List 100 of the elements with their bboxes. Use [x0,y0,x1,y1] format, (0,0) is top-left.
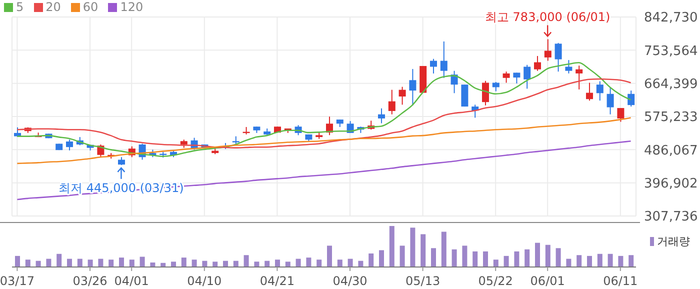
bar [119,258,124,267]
bar [275,260,280,267]
candlestick [628,90,635,108]
bar [98,258,104,267]
bar [576,255,582,267]
bar [129,260,134,267]
bar [15,256,20,267]
x-tick-label: 03/26 [72,274,108,288]
candlestick [576,65,583,90]
y-tick-label: 575,233 [644,110,698,126]
bar [285,262,290,267]
bar [88,260,93,267]
candlestick [554,42,562,72]
candlestick [482,80,489,106]
bar [212,262,218,267]
bar [462,246,468,267]
legend-label: 120 [120,0,144,14]
candlestick [378,108,385,124]
bar [431,248,436,267]
bar [254,262,260,267]
bar [306,258,312,267]
bar [77,258,82,267]
bar [25,260,30,267]
bar [348,258,353,267]
x-tick-label: 04/01 [114,274,149,288]
bar [316,260,322,267]
x-tick-label: 06/11 [603,274,638,288]
candlestick [502,71,510,84]
x-tick-label: 04/21 [260,274,294,288]
legend-label: 60 [82,0,98,14]
bar [192,260,197,267]
candlestick [461,84,468,108]
candlestick [544,38,552,62]
bar [181,258,186,267]
bar [400,246,405,267]
bar [556,248,561,267]
candlestick [606,87,614,115]
bar [46,258,52,267]
bar [493,260,498,267]
candlestick [440,40,448,78]
candlestick [586,82,593,102]
bar [597,254,602,267]
candlestick [534,55,541,72]
y-tick-label: 396,902 [644,176,698,192]
x-tick-label: 03/17 [0,274,34,288]
y-tick-label: 307,736 [644,210,698,225]
bar [608,254,613,267]
y-tick-label: 842,730 [644,10,698,26]
bar [441,232,446,267]
x-tick-label: 04/10 [187,274,222,288]
legend-label: 20 [46,0,61,14]
candlestick [524,64,531,90]
candlestick [617,108,624,122]
line-series [16,140,632,200]
x-tick-label: 04/30 [332,274,368,288]
bar [472,251,478,267]
bar [452,249,457,267]
bar [545,244,550,267]
candlestick [388,89,396,115]
bar [327,246,332,267]
bar [628,255,634,267]
legend-label: 5 [16,0,24,14]
bar [296,258,301,267]
bar [535,242,540,267]
bar [67,258,72,267]
bar [56,254,62,267]
legend-label: 거래량 [657,234,690,249]
candlestick [565,60,572,74]
bar [379,250,384,267]
x-tick-label: 05/13 [406,274,440,288]
line-series [16,117,632,164]
bar [389,226,394,267]
bar [524,249,530,267]
bar [514,251,520,267]
line-series [16,78,632,148]
candlestick [492,81,500,92]
bar [410,228,416,267]
bar [140,256,145,267]
bar [483,251,488,267]
y-tick-label: 753,564 [644,44,698,59]
bar [337,260,342,267]
candlestick [513,72,520,84]
annotation: 최고 783,000 (06/01) [485,10,610,24]
candlestick [430,58,437,74]
candlestick [409,68,416,106]
y-tick-label: 486,067 [644,143,698,158]
x-tick-label: 05/22 [478,274,513,288]
bar [420,234,426,267]
candlestick [398,86,406,106]
y-tick-label: 664,399 [644,76,698,92]
bar [566,258,572,267]
bar [171,262,176,267]
x-tick-label: 06/01 [530,274,565,288]
bar [618,256,624,267]
candlestick [596,80,604,102]
bar [368,253,374,267]
bar [587,256,592,267]
bar [108,260,114,267]
bar [244,255,249,267]
candlestick [66,139,73,151]
